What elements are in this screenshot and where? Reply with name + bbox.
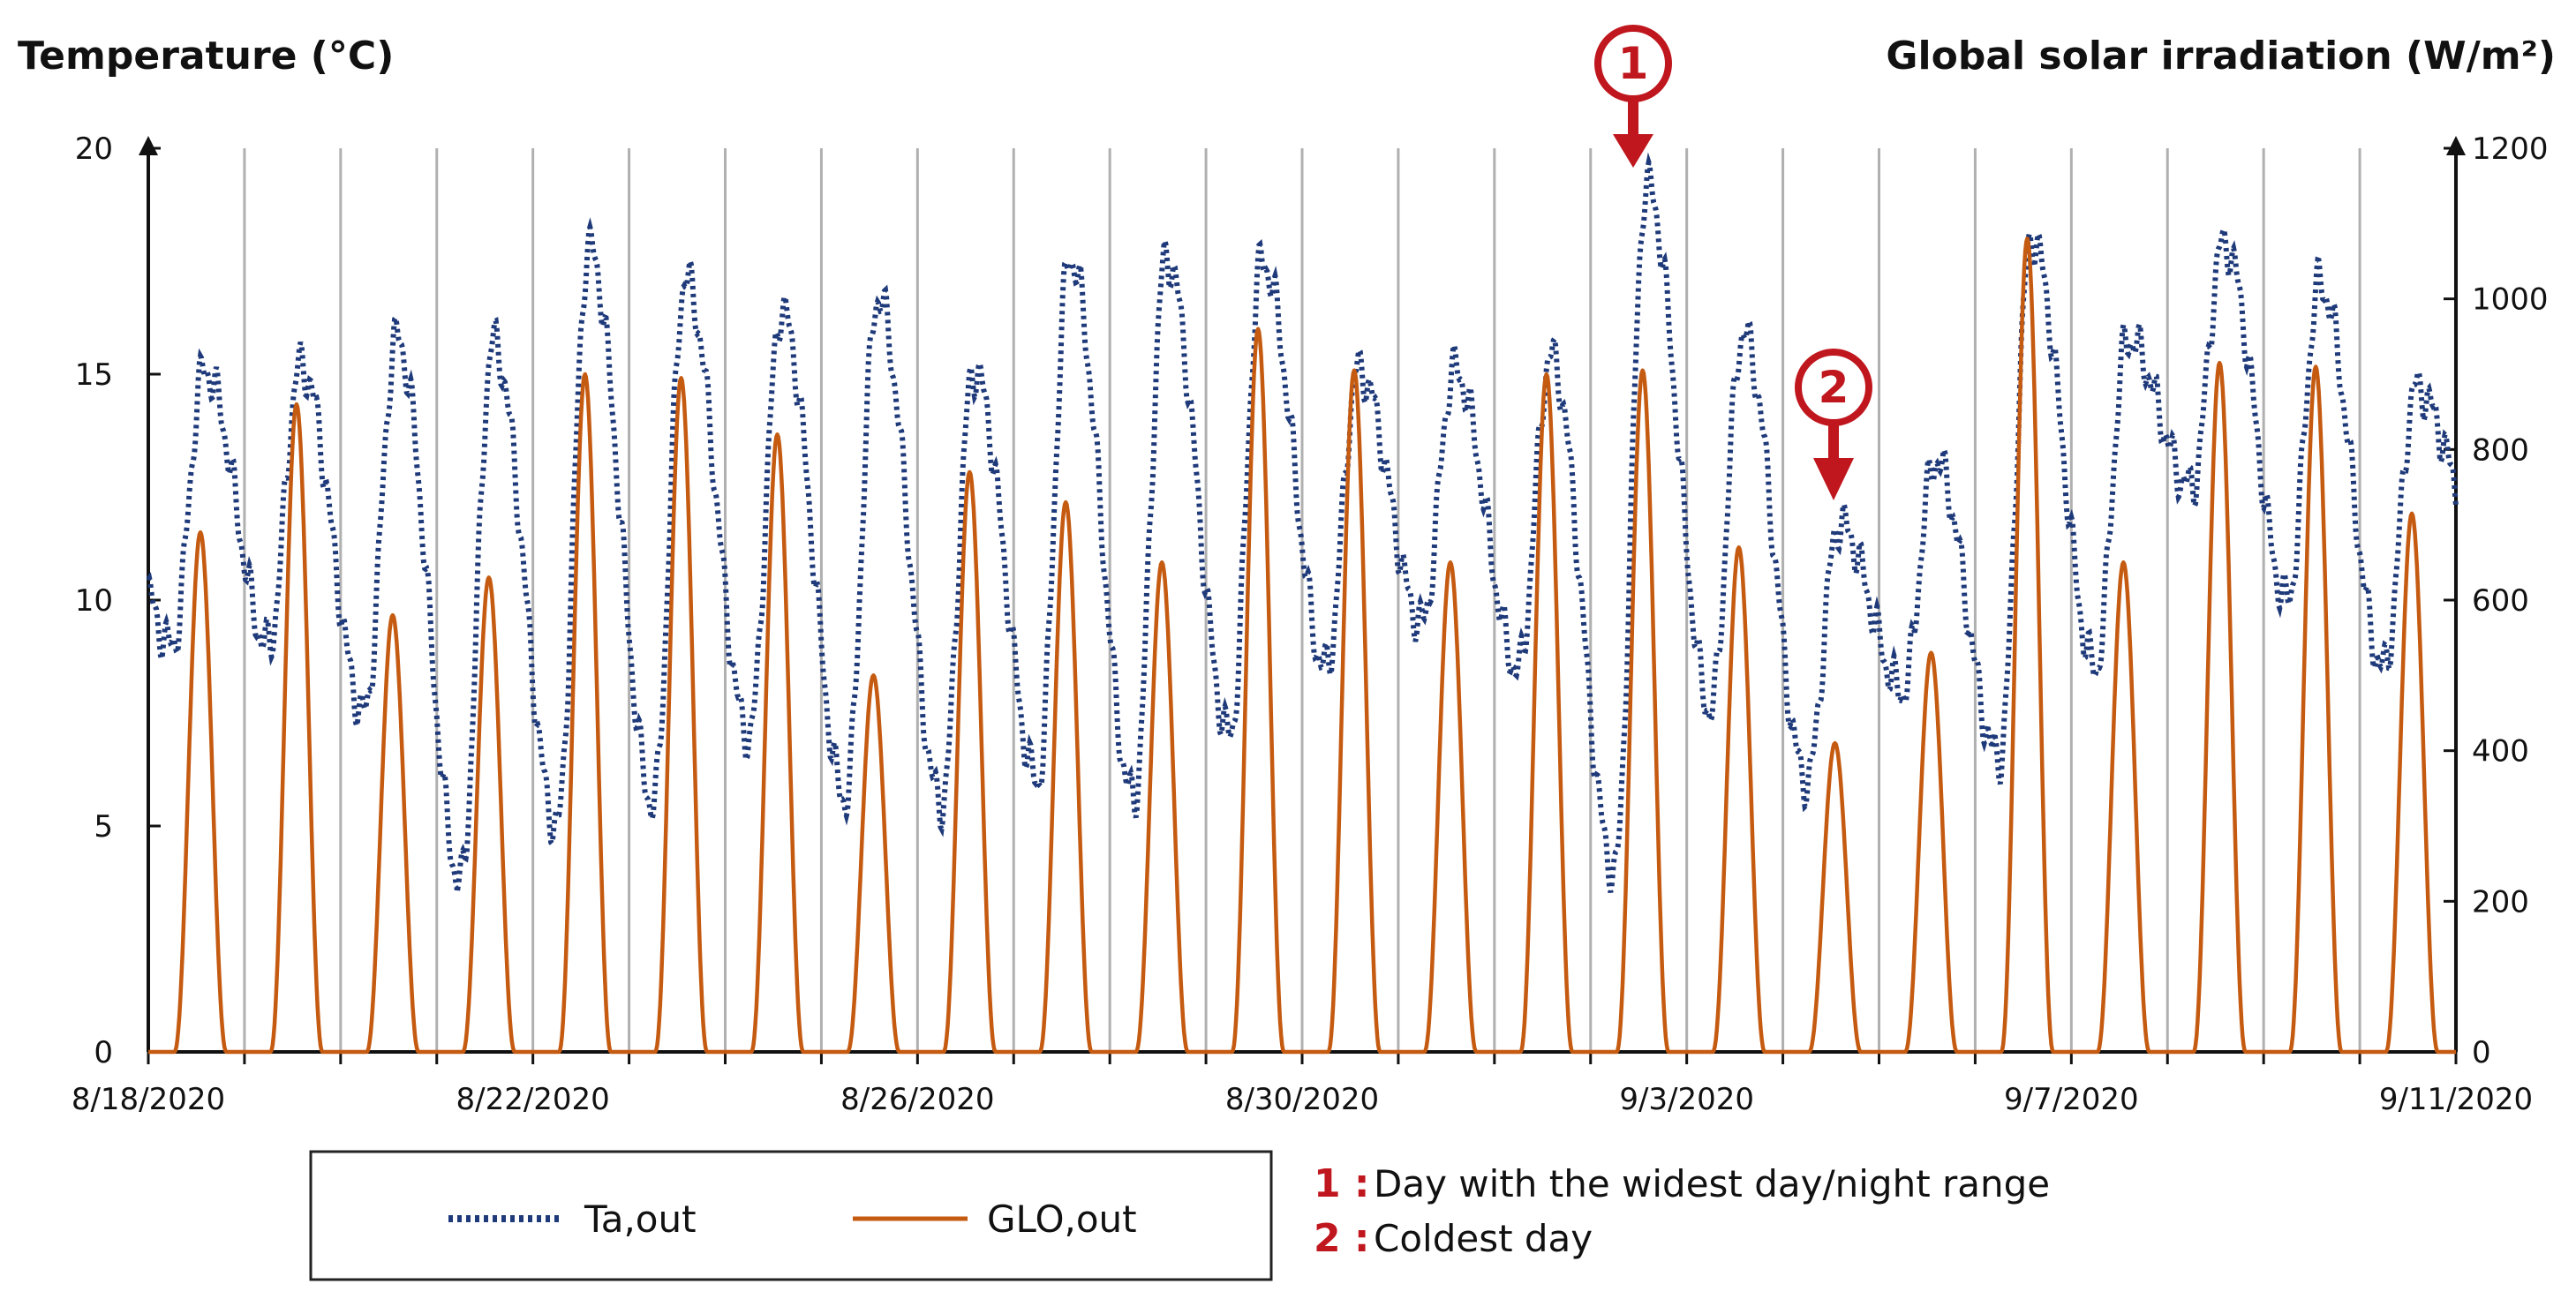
y-right-tick-label: 600 [2472, 583, 2529, 619]
annotation-1-text: Day with the widest day/night range [1374, 1162, 2050, 1205]
marker-1-label: 1 [1618, 38, 1649, 89]
y-right-tick-label: 400 [2472, 734, 2529, 770]
gridlines [243, 148, 2361, 1052]
annotation-marker-2: 2 [1795, 349, 1872, 500]
y-right-tick-label: 1000 [2472, 282, 2549, 318]
legend: Ta,out GLO,out [309, 1150, 1273, 1281]
legend-ta-label: Ta,out [584, 1198, 697, 1241]
annotation-2-text: Coldest day [1374, 1217, 1593, 1260]
legend-box [309, 1150, 1273, 1281]
x-tick-label: 8/26/2020 [840, 1082, 994, 1117]
y-right-axis-arrow [2446, 136, 2466, 155]
x-tick-label: 8/18/2020 [72, 1082, 225, 1117]
marker-1-arrow-shaft [1628, 99, 1638, 136]
series-ta-out-line [146, 152, 2459, 893]
x-tick-label: 8/22/2020 [456, 1082, 609, 1117]
marker-2-arrow-head [1813, 458, 1854, 500]
y-right-tick-label: 800 [2472, 432, 2529, 468]
marker-2-label: 2 [1819, 362, 1849, 413]
x-tick-label: 8/30/2020 [1225, 1082, 1379, 1117]
y-left-tick-label: 10 [75, 583, 113, 619]
y-right-tick-label: 0 [2472, 1035, 2491, 1070]
x-tick-label: 9/11/2020 [2379, 1082, 2533, 1117]
y-right-axis-title: Global solar irradiation (W/m²) [1886, 34, 2556, 79]
series [146, 152, 2459, 1055]
x-tick-label: 9/7/2020 [2004, 1082, 2139, 1117]
y-left-axis-arrow [139, 136, 158, 155]
marker-2-arrow-shaft [1828, 423, 1839, 460]
annotation-1-number: 1 : [1314, 1161, 1370, 1206]
series-glo-out-line [147, 237, 2458, 1055]
annotation-2-number: 2 : [1314, 1216, 1370, 1261]
y-left-tick-label: 5 [94, 809, 113, 845]
annotation-marker-1: 1 [1594, 25, 1672, 168]
y-right-tick-label: 200 [2472, 884, 2529, 920]
y-left-tick-label: 15 [75, 357, 113, 393]
y-left-axis-title: Temperature (°C) [18, 34, 394, 79]
y-left-tick-label: 0 [94, 1035, 113, 1070]
x-tick-label: 9/3/2020 [1619, 1082, 1754, 1117]
y-right-tick-label: 1200 [2472, 131, 2549, 167]
marker-1-arrow-head [1613, 134, 1653, 168]
legend-glo-label: GLO,out [987, 1198, 1137, 1241]
y-left-tick-label: 20 [75, 131, 113, 167]
